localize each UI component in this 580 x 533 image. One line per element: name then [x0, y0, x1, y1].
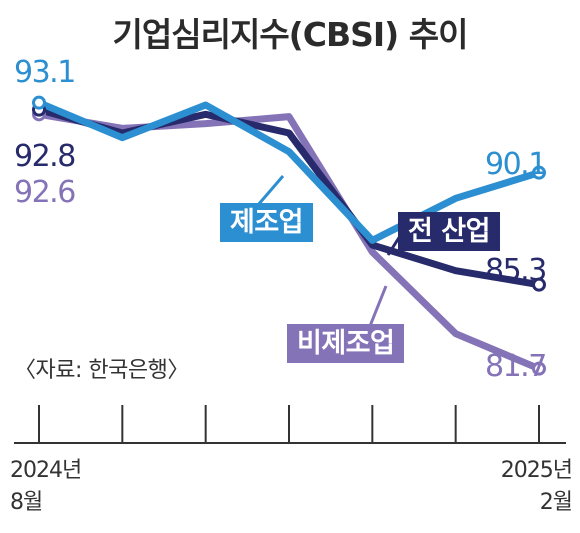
manufacturing-line [35, 99, 543, 244]
value-label-manufacturing-end: 90.1 [485, 147, 547, 182]
x-tick-label-start-year: 2024년 [10, 458, 82, 483]
chart-title: 기업심리지수(CBSI) 추이 [112, 15, 469, 54]
series-lines [35, 99, 543, 373]
x-tick-label-end-year: 2025년 [500, 458, 573, 483]
x-axis-ticks [38, 405, 540, 443]
manufacturing-callout-line [256, 175, 285, 206]
value-label-non-manufacturing-end: 81.7 [485, 349, 547, 384]
value-label-all-industry-start: 92.8 [14, 139, 76, 174]
source-note: 〈자료: 한국은행〉 [14, 358, 189, 383]
non-manufacturing-line [35, 110, 543, 373]
manufacturing-line-point-2025-02 [532, 165, 546, 180]
non-manufacturing-callout-line [368, 285, 388, 327]
value-label-all-industry-end: 85.3 [485, 253, 547, 288]
series-label-non-manufacturing: 비제조업 [287, 324, 405, 364]
x-tick-label-end: 2025년 2월 [472, 455, 573, 519]
value-label-manufacturing-start: 93.1 [14, 55, 76, 90]
all-industry-line-point-2025-02 [532, 277, 546, 292]
series-label-manufacturing: 제조업 [220, 203, 314, 243]
x-tick-label-end-month: 2월 [539, 490, 573, 515]
manufacturing-line-point-2024-08 [32, 95, 46, 110]
series-label-all-industry: 전 산업 [398, 212, 500, 252]
x-tick-label-start-month: 8월 [10, 490, 43, 515]
non-manufacturing-line-point-2025-02 [532, 361, 546, 376]
x-tick-label-start: 2024년 8월 [10, 455, 82, 519]
value-label-non-manufacturing-start: 92.6 [14, 175, 76, 210]
all-industry-line [35, 106, 543, 289]
series-end-points [32, 95, 546, 376]
